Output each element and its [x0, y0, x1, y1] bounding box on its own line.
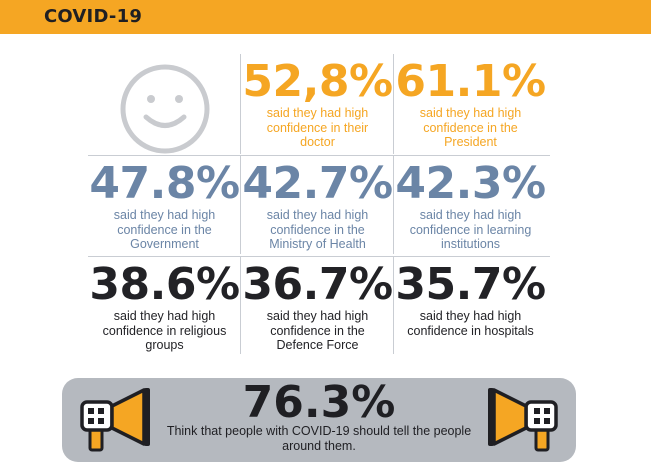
stat-description: said they had high confidence in the Pre…: [419, 106, 522, 149]
stat-card-learning-institutions: 42.3% said they had high confidence in l…: [394, 156, 547, 256]
stat-description: said they had high confidence in learnin…: [409, 208, 532, 251]
stat-card-government: 47.8% said they had high confidence in t…: [88, 156, 241, 256]
grid-divider: [88, 256, 550, 257]
stat-description: said they had high confidence in the Def…: [266, 309, 369, 352]
stat-card-hospitals: 35.7% said they had high confidence in h…: [394, 257, 547, 357]
stat-value: 36.7%: [242, 259, 393, 310]
grid-divider: [240, 156, 241, 254]
stat-value: 47.8%: [89, 158, 240, 209]
highlight-banner: 76.3% Think that people with COVID-19 sh…: [62, 378, 576, 462]
stat-description: said they had high confidence in their d…: [266, 106, 369, 149]
grid-divider: [88, 155, 550, 156]
stats-grid: 52,8% said they had high confidence in t…: [88, 54, 550, 354]
stat-value: 38.6%: [89, 259, 240, 310]
stat-card-doctor: 52,8% said they had high confidence in t…: [241, 54, 394, 154]
stat-card-ministry-of-health: 42.7% said they had high confidence in t…: [241, 156, 394, 256]
stat-value: 52,8%: [242, 56, 393, 107]
stat-card-president: 61.1% said they had high confidence in t…: [394, 54, 547, 154]
grid-divider: [240, 54, 241, 154]
stat-value: 35.7%: [395, 259, 546, 310]
grid-divider: [393, 156, 394, 254]
stat-description: said they had high confidence in hospita…: [407, 309, 534, 338]
stat-description: said they had high confidence in religio…: [102, 309, 227, 352]
grid-divider: [393, 257, 394, 354]
stat-description: said they had high confidence in the Gov…: [113, 208, 216, 251]
grid-divider: [240, 257, 241, 354]
page-title: COVID-19: [44, 6, 143, 27]
smiley-face-icon: [120, 64, 210, 154]
stat-card-defence-force: 36.7% said they had high confidence in t…: [241, 257, 394, 357]
banner-stat-value: 76.3%: [242, 377, 396, 428]
grid-divider: [393, 54, 394, 154]
stat-value: 42.3%: [395, 158, 546, 209]
smiley-cell: [88, 54, 241, 154]
stat-card-religious-groups: 38.6% said they had high confidence in r…: [88, 257, 241, 357]
stat-value: 61.1%: [395, 56, 546, 107]
megaphone-icon: [80, 388, 150, 452]
megaphone-icon: [488, 388, 558, 452]
header-bar: COVID-19: [0, 0, 651, 34]
stat-value: 42.7%: [242, 158, 393, 209]
stat-description: said they had high confidence in the Min…: [266, 208, 369, 251]
banner-description: Think that people with COVID-19 should t…: [166, 424, 472, 453]
